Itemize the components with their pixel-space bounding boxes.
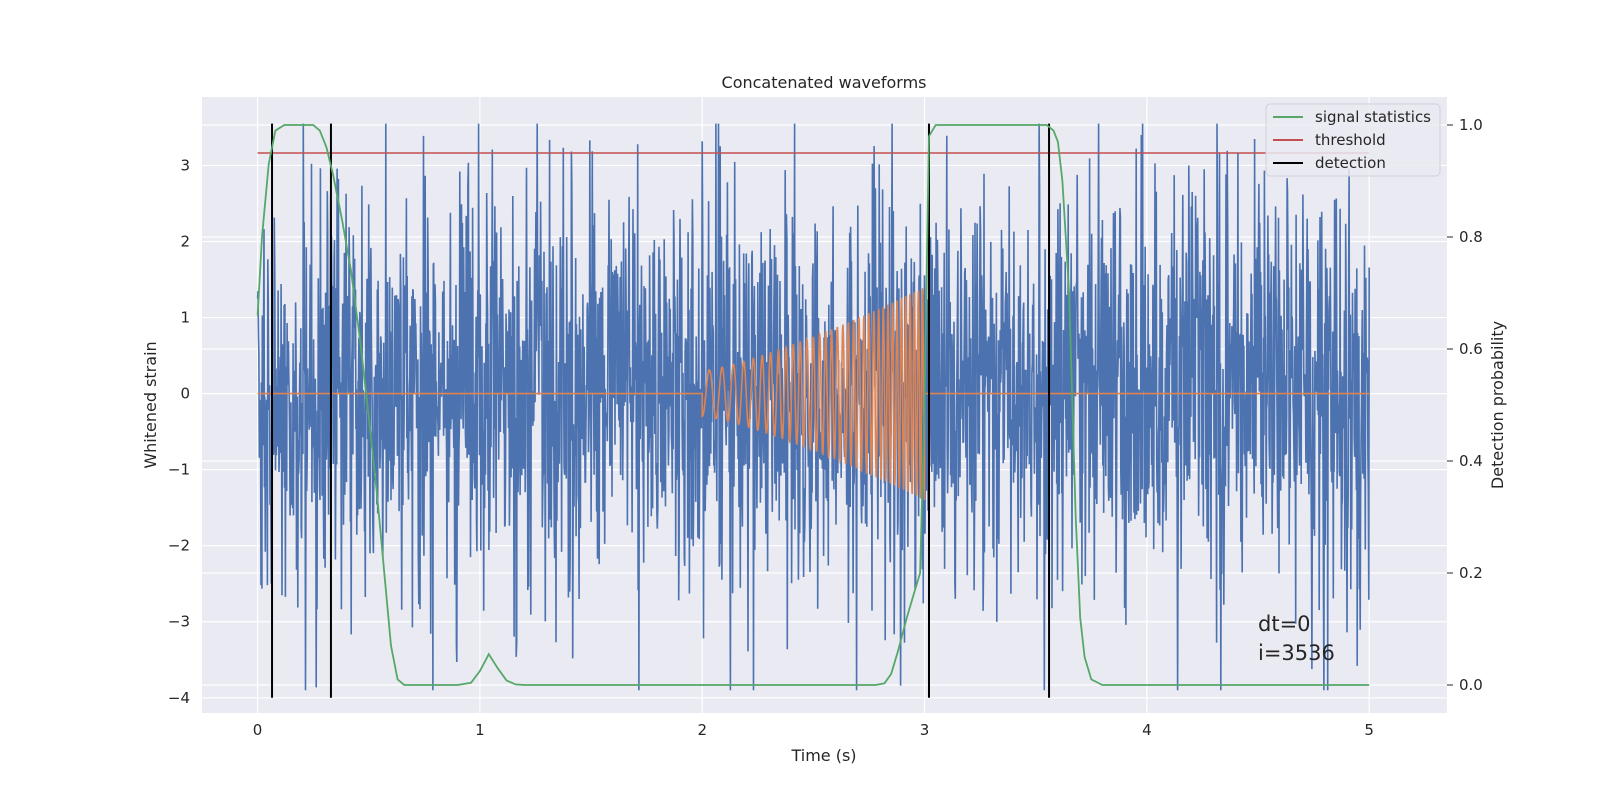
y2-axis-label: Detection probability — [1488, 321, 1507, 489]
plot-content — [256, 123, 1370, 698]
y2-axis-ticks: 0.0 0.2 0.4 0.6 0.8 1.0 — [1447, 116, 1483, 694]
legend: signal statistics threshold detection — [1265, 103, 1441, 177]
y-tick-label: 0 — [180, 385, 190, 403]
y-tick-label: −2 — [168, 537, 190, 555]
x-tick-label: 1 — [475, 721, 485, 739]
legend-label-detection: detection — [1315, 154, 1386, 172]
x-tick-label: 0 — [253, 721, 263, 739]
y2-tick-label: 0.6 — [1459, 340, 1483, 358]
x-tick-label: 4 — [1142, 721, 1152, 739]
y2-tick-label: 0.2 — [1459, 564, 1483, 582]
x-tick-label: 2 — [697, 721, 707, 739]
y2-tick-label: 0.0 — [1459, 676, 1483, 694]
detection-lines — [271, 123, 1051, 698]
y-tick-label: 1 — [180, 309, 190, 327]
y2-tick-label: 0.8 — [1459, 228, 1483, 246]
y-axis-label: Whitened strain — [141, 341, 160, 468]
y-axis-ticks: −4 −3 −2 −1 0 1 2 3 — [168, 156, 190, 706]
y2-tick-label: 1.0 — [1459, 116, 1483, 134]
y-tick-label: 2 — [180, 232, 190, 250]
chart-title: Concatenated waveforms — [722, 73, 927, 92]
legend-label-signal-statistics: signal statistics — [1315, 108, 1431, 126]
y-tick-label: −3 — [168, 613, 190, 631]
legend-label-threshold: threshold — [1315, 131, 1386, 149]
y-tick-label: −1 — [168, 461, 190, 479]
y-tick-label: 3 — [180, 156, 190, 174]
x-axis-label: Time (s) — [790, 746, 856, 765]
annotation-index: i=3536 — [1258, 641, 1335, 665]
x-tick-label: 5 — [1364, 721, 1374, 739]
annotation-dt: dt=0 — [1258, 612, 1311, 636]
y2-tick-label: 0.4 — [1459, 452, 1483, 470]
y-tick-label: −4 — [168, 689, 190, 707]
signal-statistics-line — [256, 124, 1370, 686]
legend-box — [1265, 103, 1441, 177]
strain-series-line — [256, 123, 1370, 691]
x-axis-ticks: 0 1 2 3 4 5 — [253, 721, 1374, 739]
injection-series-line — [257, 288, 1370, 501]
x-tick-label: 3 — [920, 721, 930, 739]
